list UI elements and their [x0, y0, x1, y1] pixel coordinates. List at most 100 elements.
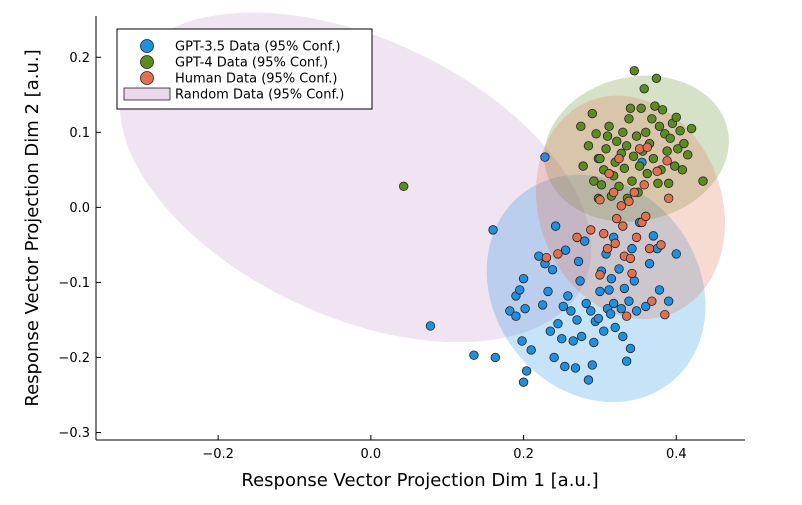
series-2-point	[629, 66, 639, 76]
series-3-point	[541, 252, 552, 263]
series-1-point	[573, 256, 584, 267]
series-1-point	[644, 258, 655, 269]
series-3-point	[604, 168, 614, 179]
series-2-point	[602, 131, 613, 141]
series-1-point	[641, 301, 651, 312]
series-3-point	[639, 180, 649, 190]
series-1-point	[543, 286, 553, 297]
series-1-point	[604, 285, 614, 295]
series-1-point	[557, 333, 567, 344]
series-1-point	[671, 249, 681, 259]
series-1-point	[570, 363, 581, 373]
series-3-point	[647, 296, 657, 306]
series-1-point	[625, 343, 636, 354]
series-3-point	[618, 221, 628, 231]
series-1-point	[599, 326, 609, 336]
series-1-point	[534, 251, 544, 261]
series-3-point	[660, 309, 670, 320]
series-2-point	[628, 151, 639, 162]
series-2-point	[642, 168, 652, 179]
series-1-point	[563, 291, 573, 301]
series-1-point	[618, 331, 628, 342]
series-3-point	[602, 243, 613, 254]
series-2-point	[596, 180, 607, 190]
series-1-point	[540, 152, 550, 162]
series-1-point	[579, 236, 590, 246]
series-3-point	[572, 232, 582, 243]
series-1-point	[553, 318, 563, 329]
legend-label-2: GPT-4 Data (95% Conf.)	[175, 56, 328, 71]
series-1-point	[631, 306, 642, 316]
series-1-point	[511, 311, 521, 321]
series-2-point	[619, 163, 630, 174]
series-1-point	[587, 360, 597, 370]
series-1-point	[568, 336, 578, 346]
y-axis-title: Response Vector Projection Dim 2 [a.u.]	[22, 49, 43, 406]
y-tick-label: 0.2	[69, 51, 90, 66]
series-2-point	[665, 133, 675, 144]
series-2-point	[621, 141, 632, 151]
series-2-point	[650, 101, 660, 111]
series-1-point	[425, 321, 436, 331]
x-tick-label: −0.2	[202, 447, 234, 462]
series-1-point	[589, 337, 599, 348]
series-2-point	[671, 112, 681, 123]
series-1-point	[576, 331, 587, 342]
y-tick-label: −0.2	[58, 351, 90, 366]
series-2-point	[612, 136, 622, 147]
series-2-point	[670, 161, 680, 171]
series-2-point	[624, 114, 634, 124]
series-2-point	[589, 176, 599, 186]
series-2-point	[654, 121, 665, 132]
series-1-point	[521, 366, 532, 376]
x-ticks: −0.2 0.0 0.2 0.4	[202, 435, 687, 462]
series-2-point	[591, 129, 601, 139]
series-3-point	[656, 240, 666, 250]
series-1-point	[616, 303, 627, 314]
series-1-point	[526, 345, 536, 355]
series-3-point	[652, 166, 662, 177]
y-tick-label: −0.1	[58, 276, 90, 291]
series-3-point	[595, 270, 605, 280]
series-2-point	[683, 150, 693, 160]
series-3-point	[599, 228, 609, 239]
series-3-point	[663, 193, 674, 204]
series-1-point	[627, 243, 637, 254]
series-2-point	[576, 121, 586, 132]
series-1-point	[581, 298, 591, 309]
y-ticks: −0.3 −0.2 −0.1 0.0 0.1 0.2	[58, 51, 101, 441]
series-2-point	[675, 126, 685, 136]
series-2-point	[653, 178, 663, 189]
series-1-point	[517, 336, 527, 346]
series-1-point	[606, 273, 617, 284]
series-2-point	[639, 84, 649, 94]
x-axis-title: Response Vector Projection Dim 1 [a.u.]	[241, 470, 598, 491]
series-1-point	[663, 296, 674, 306]
series-1-point	[545, 326, 556, 336]
series-3-point	[625, 253, 636, 264]
legend-label-3: Human Data (95% Conf.)	[175, 72, 337, 87]
series-3-point	[621, 311, 632, 321]
series-3-point	[629, 187, 639, 198]
series-1-point	[621, 356, 632, 366]
series-1-point	[614, 264, 624, 274]
series-2-point	[587, 108, 597, 119]
series-1-point	[560, 245, 571, 255]
series-1-point	[586, 306, 596, 316]
series-2-point	[679, 138, 689, 149]
legend-marker-1	[140, 39, 154, 53]
series-2-point	[399, 181, 409, 192]
series-2-point	[625, 103, 636, 114]
series-1-point	[575, 276, 585, 286]
series-1-point	[648, 231, 659, 241]
series-1-point	[572, 315, 582, 325]
series-1-point	[605, 309, 616, 319]
series-2-point	[662, 146, 672, 156]
legend-marker-2	[140, 55, 154, 69]
y-tick-label: 0.1	[69, 126, 90, 141]
legend-marker-4	[123, 87, 171, 101]
series-1-point	[518, 273, 529, 284]
series-1-point	[558, 301, 568, 312]
series-3-point	[595, 195, 605, 205]
